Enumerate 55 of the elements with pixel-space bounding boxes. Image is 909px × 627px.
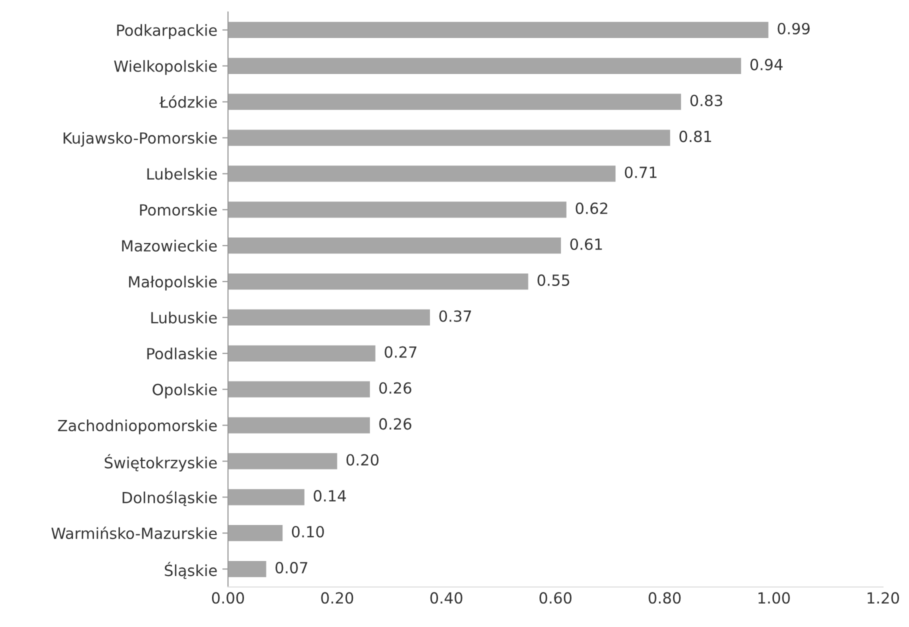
y-tick-label: Śląskie — [164, 562, 217, 579]
bar — [228, 273, 528, 290]
bar — [228, 130, 670, 146]
data-label: 0.81 — [679, 130, 712, 142]
y-tick-label: Świętokrzyskie — [104, 454, 217, 472]
bar — [228, 560, 266, 578]
y-tick-label: Wielkopolskie — [114, 60, 217, 75]
bar — [228, 22, 768, 38]
data-label: 0.26 — [379, 382, 412, 394]
bar — [228, 525, 283, 542]
bar — [228, 202, 566, 218]
bar — [228, 309, 430, 326]
y-tick-label: Lubelskie — [147, 168, 217, 180]
y-tick-label: Kujawsko-Pomorskie — [64, 132, 217, 147]
data-label: 0.94 — [750, 58, 783, 70]
y-tick-label: Opolskie — [152, 384, 217, 398]
y-tick-label: Dolnośląskie — [122, 490, 217, 506]
data-label: 0.71 — [624, 166, 656, 178]
y-tick-label: Lubuskie — [151, 312, 217, 324]
data-label: 0.14 — [314, 490, 346, 502]
data-label: 0.37 — [439, 310, 472, 322]
bar — [228, 58, 742, 74]
data-label: 0.10 — [292, 526, 324, 538]
bar — [228, 453, 338, 470]
data-label: 0.83 — [690, 94, 722, 106]
x-tick-label: 0.00 — [212, 592, 244, 604]
data-label: 0.20 — [346, 454, 379, 466]
x-tick-label: 1.20 — [868, 592, 899, 604]
data-label: 0.27 — [384, 346, 416, 358]
y-tick-label: Łódzkie — [159, 95, 217, 108]
data-label: 0.07 — [276, 562, 308, 574]
bar — [228, 238, 561, 254]
bar — [228, 94, 682, 110]
data-label: 0.26 — [379, 418, 412, 430]
y-tick-label: Mazowieckie — [122, 240, 217, 252]
x-tick-label: 0.80 — [648, 592, 681, 604]
y-tick-label: Podkarpackie — [117, 24, 217, 39]
bar — [228, 417, 370, 434]
x-tick-label: 1.00 — [758, 592, 790, 604]
y-tick-label: Pomorskie — [140, 204, 217, 216]
y-tick-label: Małopolskie — [129, 276, 217, 291]
data-label: 0.99 — [778, 22, 810, 34]
y-tick-label: Podlaskie — [147, 348, 217, 360]
x-tick-label: 0.40 — [430, 592, 462, 604]
bar — [228, 345, 376, 362]
bar — [228, 489, 304, 506]
bar — [228, 381, 370, 398]
x-tick-label: 0.60 — [540, 592, 572, 604]
y-tick-label: Zachodniopomorskie — [58, 419, 217, 434]
data-label: 0.62 — [576, 202, 608, 214]
data-label: 0.55 — [538, 274, 570, 286]
data-label: 0.61 — [570, 238, 602, 250]
x-tick-label: 0.20 — [321, 592, 354, 604]
bar — [228, 166, 616, 182]
y-tick-label: Warmińsko-Mazurskie — [51, 526, 217, 540]
